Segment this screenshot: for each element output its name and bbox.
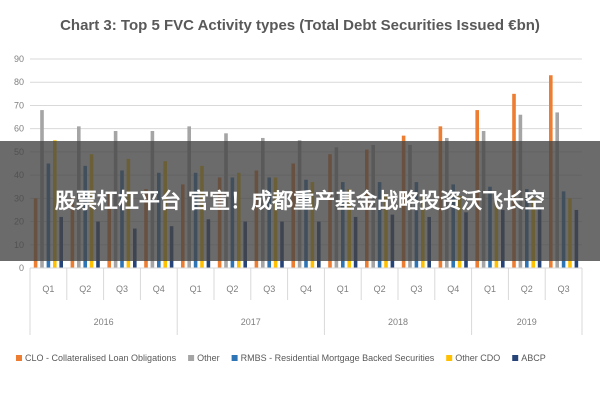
- legend: CLO - Collateralised Loan Obligations Oth…: [16, 353, 546, 363]
- legend-label: RMBS - Residential Mortgage Backed Secur…: [241, 353, 435, 363]
- x-tick-label: Q4: [300, 284, 312, 294]
- headline-text[interactable]: 股票杠杠平台 官宣！成都重产基金战略投资沃飞长空: [54, 189, 546, 213]
- x-tick-label: Q4: [447, 284, 459, 294]
- year-label: 2019: [517, 317, 537, 327]
- legend-label: Other CDO: [455, 353, 500, 363]
- legend-swatch: [231, 355, 238, 361]
- legend-swatch: [512, 355, 519, 361]
- chart-title: Chart 3: Top 5 FVC Activity types (Total…: [60, 17, 540, 34]
- legend-swatch: [446, 355, 453, 361]
- x-tick-label: Q1: [190, 284, 202, 294]
- year-label: 2017: [241, 317, 261, 327]
- x-tick-label: Q2: [79, 284, 91, 294]
- legend-label: CLO - Collateralised Loan Obligations: [25, 353, 177, 363]
- x-tick-label: Q2: [521, 284, 533, 294]
- x-tick-label: Q2: [374, 284, 386, 294]
- x-tick-label: Q4: [153, 284, 165, 294]
- year-label: 2018: [388, 317, 408, 327]
- legend-swatch: [16, 355, 22, 361]
- x-tick-label: Q2: [226, 284, 238, 294]
- x-tick-label: Q3: [410, 284, 422, 294]
- x-tick-label: Q1: [337, 284, 349, 294]
- year-label: 2016: [94, 317, 114, 327]
- y-tick-label: 70: [14, 100, 24, 110]
- y-tick-label: 90: [14, 54, 24, 64]
- x-tick-label: Q3: [116, 284, 128, 294]
- y-tick-label: 0: [19, 263, 24, 273]
- x-tick-label: Q1: [42, 284, 54, 294]
- legend-label: Other: [197, 353, 220, 363]
- headline-banner[interactable]: 股票杠杠平台 官宣！成都重产基金战略投资沃飞长空: [0, 141, 600, 261]
- y-tick-label: 60: [14, 124, 24, 134]
- legend-label: ABCP: [521, 353, 546, 363]
- x-axis: Q1 Q2 Q3 Q4 Q1 Q2 Q3 Q4 Q1 Q2 Q3 Q4 Q1 Q2 Q3 2016 2017 20…: [29, 267, 583, 335]
- x-tick-label: Q3: [263, 284, 275, 294]
- x-tick-label: Q1: [484, 284, 496, 294]
- legend-swatch: [188, 355, 195, 361]
- y-tick-label: 80: [14, 77, 24, 87]
- x-tick-label: Q3: [558, 284, 570, 294]
